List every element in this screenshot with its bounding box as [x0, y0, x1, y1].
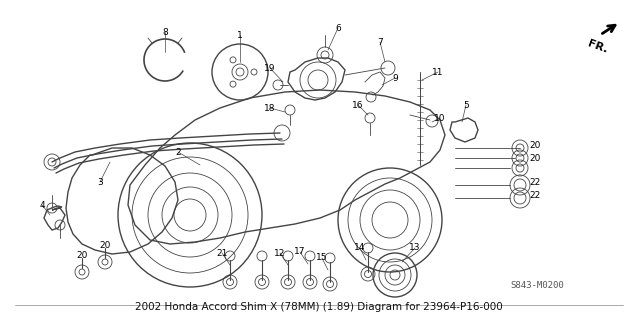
Text: FR.: FR.: [587, 38, 609, 54]
Text: 2: 2: [175, 148, 181, 156]
Text: 6: 6: [335, 23, 341, 33]
Text: 4: 4: [39, 201, 45, 210]
Text: 20: 20: [530, 140, 540, 149]
Text: 10: 10: [434, 114, 446, 123]
Text: 8: 8: [162, 28, 168, 36]
Text: S843-M0200: S843-M0200: [510, 281, 564, 290]
Text: 12: 12: [274, 249, 286, 258]
Text: 11: 11: [433, 68, 444, 76]
Text: 1: 1: [237, 30, 243, 39]
Text: 19: 19: [264, 63, 276, 73]
Text: 15: 15: [316, 253, 328, 262]
Text: 21: 21: [216, 249, 228, 258]
Text: 9: 9: [392, 74, 398, 83]
Text: 5: 5: [463, 100, 469, 109]
Text: 17: 17: [294, 247, 306, 257]
Text: 20: 20: [100, 241, 110, 250]
Text: 22: 22: [530, 178, 540, 187]
Text: 3: 3: [97, 178, 103, 187]
Text: 14: 14: [354, 244, 366, 252]
Text: 18: 18: [264, 103, 276, 113]
Text: 16: 16: [352, 100, 364, 109]
Text: 20: 20: [530, 154, 540, 163]
Text: 22: 22: [530, 191, 540, 201]
Text: 20: 20: [77, 252, 87, 260]
Text: 2002 Honda Accord Shim X (78MM) (1.89) Diagram for 23964-P16-000: 2002 Honda Accord Shim X (78MM) (1.89) D…: [135, 302, 503, 312]
Text: 13: 13: [409, 244, 420, 252]
Text: 7: 7: [377, 37, 383, 46]
